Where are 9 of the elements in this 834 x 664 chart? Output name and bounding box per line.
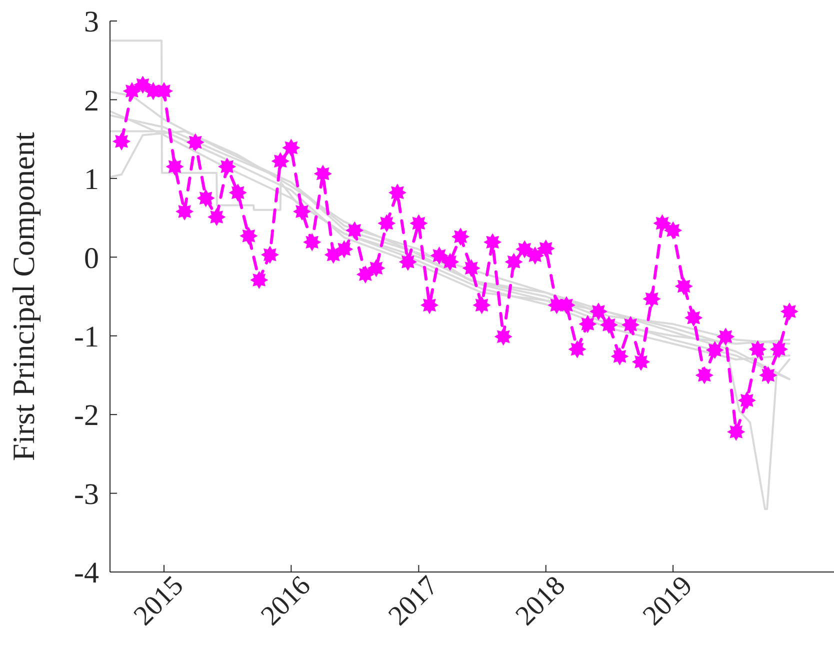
y-tick-label: -1 (74, 320, 99, 354)
y-tick-label: 1 (84, 163, 99, 196)
y-tick-label: 2 (84, 84, 99, 118)
y-tick-label: -4 (74, 556, 99, 590)
y-tick-label: -2 (74, 399, 99, 432)
y-axis-title: First Principal Component (6, 132, 42, 461)
y-tick-label: -3 (74, 478, 99, 511)
y-tick-label: 3 (84, 6, 99, 39)
y-tick-label: 0 (84, 242, 99, 275)
